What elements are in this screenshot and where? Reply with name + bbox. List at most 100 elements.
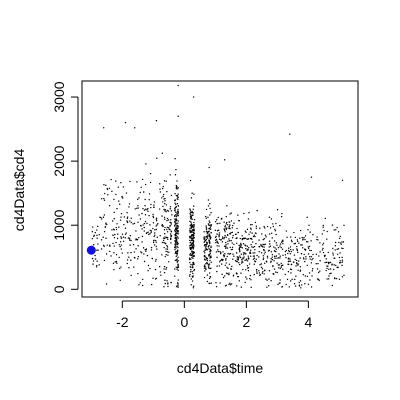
data-point <box>205 215 207 218</box>
data-point <box>102 236 104 238</box>
data-point <box>264 269 266 272</box>
data-point <box>177 188 179 190</box>
data-point <box>166 190 168 193</box>
data-point <box>310 256 313 258</box>
data-point <box>176 202 179 205</box>
data-point <box>116 207 118 210</box>
data-point <box>144 198 146 201</box>
data-point <box>255 225 258 227</box>
data-point <box>225 236 227 239</box>
data-point <box>266 255 269 258</box>
data-point <box>124 121 127 124</box>
data-point <box>225 223 227 225</box>
data-point <box>203 252 206 254</box>
data-point <box>129 180 131 183</box>
data-point <box>279 279 281 281</box>
data-point <box>249 251 251 253</box>
data-point <box>208 264 210 267</box>
data-point <box>176 212 178 214</box>
data-point <box>209 226 211 228</box>
data-point <box>307 246 309 248</box>
data-point <box>176 241 178 244</box>
data-point <box>231 246 234 249</box>
data-point <box>244 281 246 284</box>
data-point <box>288 249 290 252</box>
data-point <box>232 258 234 260</box>
data-point <box>115 180 117 182</box>
data-point <box>296 263 298 265</box>
data-point <box>146 209 148 211</box>
data-point <box>133 266 135 268</box>
data-point <box>299 270 301 272</box>
data-point <box>164 209 166 211</box>
data-point <box>174 268 176 270</box>
data-point <box>174 225 176 227</box>
data-point <box>176 236 179 238</box>
data-point <box>268 270 271 272</box>
data-point <box>144 183 147 186</box>
data-point <box>96 264 98 267</box>
data-point <box>165 248 167 250</box>
data-point <box>270 261 272 263</box>
data-point <box>137 198 139 201</box>
data-point <box>175 194 178 197</box>
data-point <box>190 216 192 219</box>
data-point <box>174 218 176 220</box>
y-axis-label: cd4Data$cd4 <box>11 149 27 232</box>
data-point <box>176 282 179 284</box>
data-point <box>204 240 206 242</box>
data-point <box>137 205 139 207</box>
data-point <box>155 277 158 280</box>
data-point <box>210 211 212 214</box>
data-point <box>101 218 103 220</box>
data-point <box>191 225 194 227</box>
data-point <box>113 218 115 220</box>
data-point <box>248 263 251 265</box>
data-point <box>238 248 240 251</box>
data-point <box>219 282 221 284</box>
data-point <box>169 225 172 227</box>
data-point <box>270 218 273 220</box>
data-point <box>175 188 178 190</box>
data-point <box>289 258 291 260</box>
data-point <box>135 230 137 232</box>
data-point <box>216 219 218 221</box>
data-point <box>191 256 193 259</box>
data-point <box>193 205 195 207</box>
data-point <box>287 263 290 266</box>
data-point <box>189 247 192 249</box>
data-point <box>152 213 154 216</box>
data-point <box>214 229 217 232</box>
data-point <box>225 241 227 244</box>
data-point <box>322 242 325 244</box>
data-point <box>120 244 123 246</box>
data-point <box>192 96 195 98</box>
data-point <box>285 249 288 252</box>
data-point <box>139 218 142 220</box>
data-point <box>205 225 207 227</box>
data-point <box>176 219 178 222</box>
data-point <box>104 192 106 195</box>
data-point <box>262 271 264 273</box>
data-point <box>150 246 153 249</box>
data-point <box>252 252 254 254</box>
data-point <box>103 259 106 262</box>
data-point <box>245 231 247 233</box>
data-point <box>244 237 247 240</box>
data-point <box>150 283 153 286</box>
data-point <box>306 241 308 243</box>
data-point <box>118 200 120 202</box>
data-point <box>129 235 131 237</box>
data-point <box>191 218 193 220</box>
data-point <box>135 248 137 250</box>
data-point <box>272 223 274 225</box>
data-point <box>193 254 195 257</box>
data-point <box>224 231 226 233</box>
data-point <box>145 232 148 235</box>
data-point <box>118 244 120 246</box>
data-point <box>225 244 227 246</box>
data-point <box>174 211 177 213</box>
data-point <box>175 214 177 216</box>
data-point <box>166 219 168 222</box>
data-point <box>155 225 157 227</box>
